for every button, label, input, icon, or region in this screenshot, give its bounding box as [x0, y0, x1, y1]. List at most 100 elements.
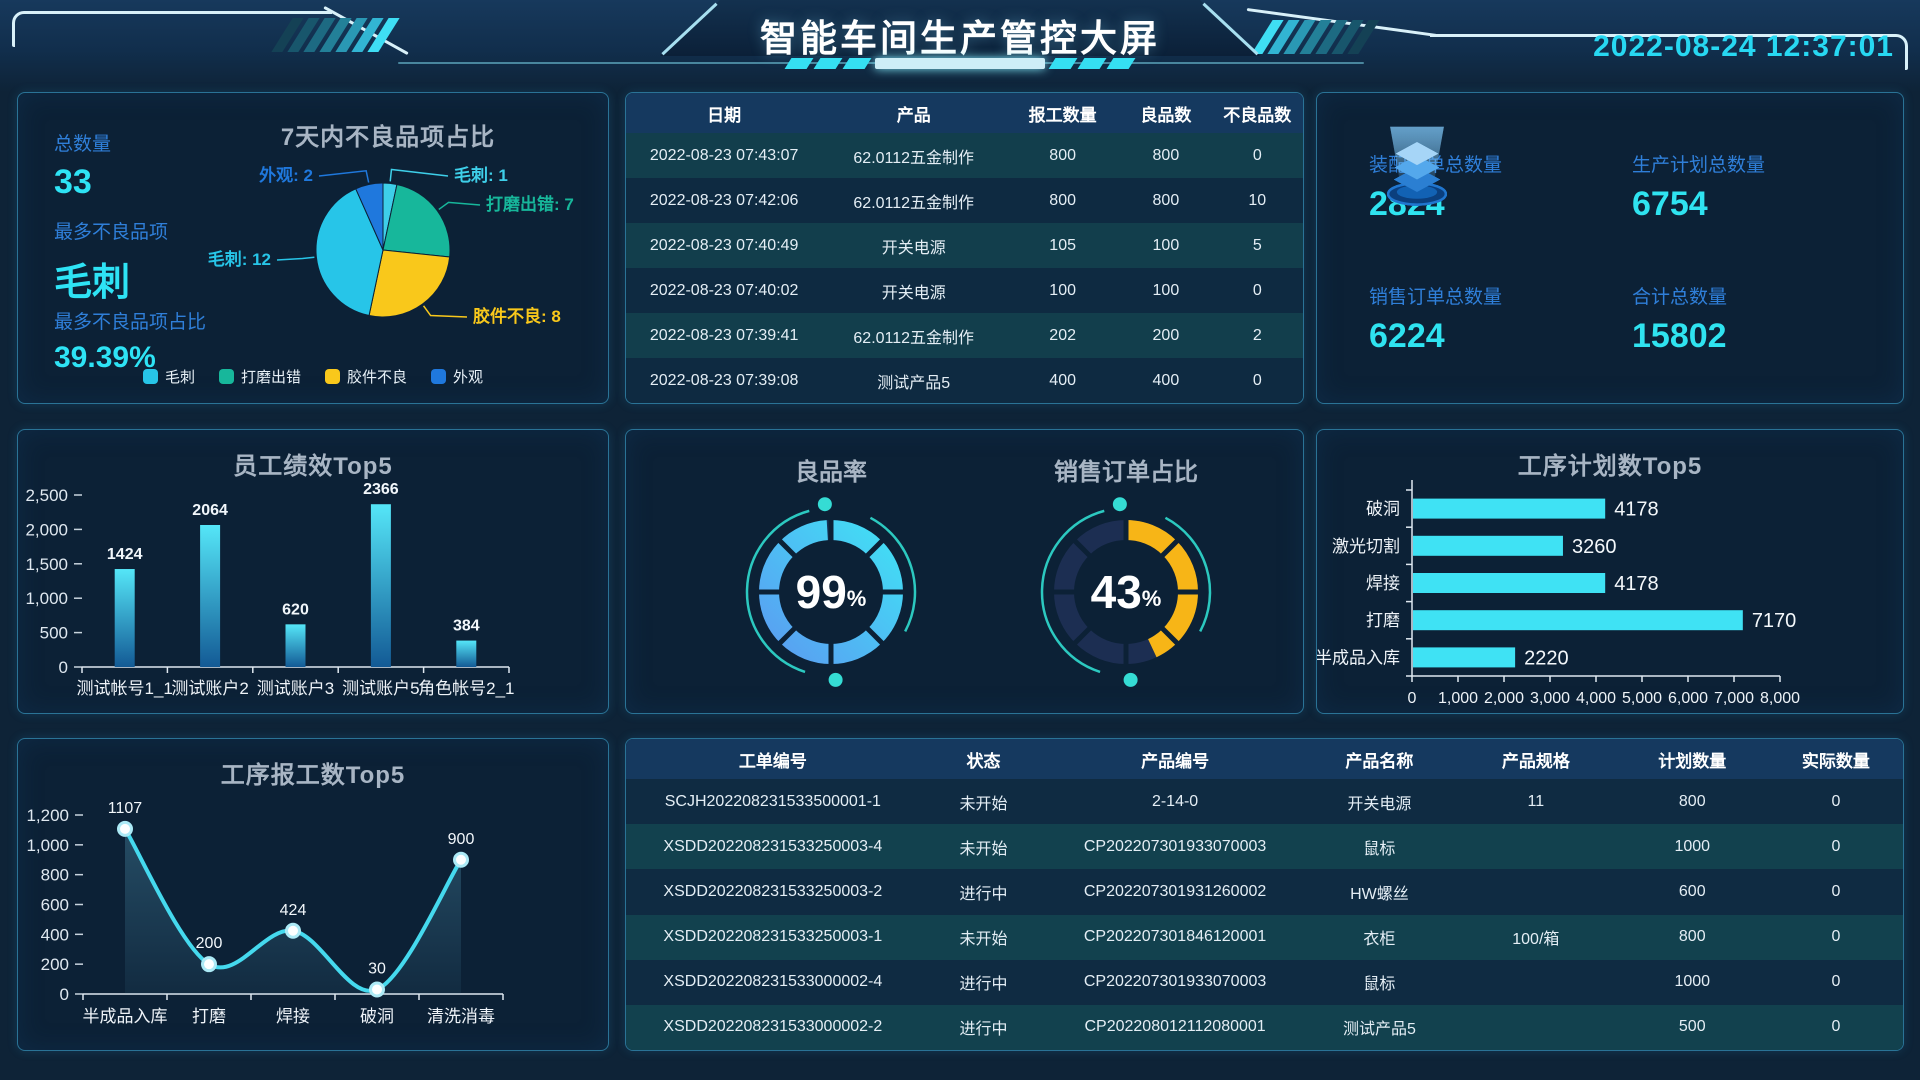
cell: 62.0112五金制作 [853, 329, 975, 347]
cell: 鼠标 [1363, 840, 1396, 858]
panel-work-orders: 工单编号 状态 产品编号 产品名称 产品规格 计划数量 实际数量 SCJH2022082315… [625, 738, 1904, 1051]
svg-text:384: 384 [453, 618, 480, 635]
svg-text:424: 424 [280, 902, 307, 919]
cell: 测试产品5 [877, 374, 951, 392]
svg-text:2064: 2064 [192, 502, 228, 519]
svg-text:1,000: 1,000 [25, 589, 68, 608]
legend-swatch-icon [431, 369, 447, 384]
cell: 100 [1152, 281, 1180, 299]
cell: 2022-08-23 07:43:07 [649, 146, 799, 164]
svg-text:4178: 4178 [1614, 573, 1659, 595]
report-table: 日期 产品 报工数量 良品数 不良品数 2022-08-23 07:43:07 62.011… [626, 93, 1303, 403]
cell: 62.0112五金制作 [853, 149, 975, 167]
cell: 10 [1248, 191, 1267, 209]
legend-item: 外观 [431, 366, 483, 387]
panel-title: 员工绩效Top5 [233, 453, 393, 480]
cell: CP202207301931260002 [1083, 882, 1267, 900]
header-title-plate [660, 0, 1260, 56]
svg-text:2220: 2220 [1524, 647, 1569, 669]
panel-title: 工序报工数Top5 [220, 762, 406, 789]
stat-label: 销售订单总数量 [1369, 287, 1503, 308]
table-row: SCJH202208231533500001-1 未开始 2-14-0 开关电源 11 8… [626, 779, 1903, 825]
cell: 开关电源 [881, 284, 946, 302]
stat-label: 合计总数量 [1632, 287, 1728, 308]
svg-text:5,000: 5,000 [1622, 690, 1662, 707]
svg-text:1,000: 1,000 [26, 836, 69, 855]
panel-title: 工序计划数Top5 [1517, 453, 1703, 480]
gauge-title: 销售订单占比 [1054, 459, 1198, 486]
table-row: XSDD202208231533250003-4 未开始 CP20220730193… [626, 824, 1903, 870]
cell: 0 [1831, 1018, 1841, 1036]
cell: CP202207301933070003 [1083, 973, 1267, 991]
cell: 100/箱 [1512, 931, 1560, 949]
svg-text:800: 800 [41, 866, 69, 885]
cell: 衣柜 [1363, 931, 1396, 949]
process-report-line-chart: 0 200 400 600 800 1,000 1,200 1107 半成品入库 200 打磨 424… [26, 800, 504, 1026]
legend-item: 打磨出错 [218, 366, 301, 387]
cell: 100 [1152, 236, 1180, 254]
panel-report-table: 日期 产品 报工数量 良品数 不良品数 2022-08-23 07:43:07 62.011… [625, 92, 1304, 404]
header-frame-line [1430, 34, 1908, 70]
cell: 200 [1152, 326, 1180, 344]
stat-top-defect-ratio: 最多不良品项占比 39.39% [54, 307, 206, 375]
stat-value: 6224 [1369, 317, 1445, 355]
svg-text:测试帐号1_1: 测试帐号1_1 [77, 679, 173, 698]
stat-label: 最多不良品项占比 [54, 312, 207, 333]
svg-text:400: 400 [41, 925, 69, 944]
employee-bar-chart: 0 500 1,000 1,500 2,000 2,500 1424 测试帐号1_1 2064 测… [25, 481, 514, 698]
cell: 400 [1152, 371, 1180, 389]
cell: 800 [1152, 146, 1180, 164]
table-row: XSDD202208231533250003-1 未开始 CP20220730184… [626, 914, 1903, 960]
table-row: 2022-08-23 07:40:02 开关电源 100 100 0 [626, 268, 1303, 313]
stat-top-defect: 最多不良品项 毛刺 [54, 217, 168, 306]
cell: 2-14-0 [1151, 792, 1199, 810]
column-header: 状态 [966, 751, 1001, 771]
svg-text:7,000: 7,000 [1714, 690, 1754, 707]
cell: 800 [1678, 928, 1706, 946]
legend-label: 胶件不良 [347, 369, 408, 386]
column-header: 实际数量 [1801, 751, 1870, 771]
stat-value: 毛刺 [54, 262, 131, 304]
svg-text:2,000: 2,000 [25, 520, 68, 539]
cell: 800 [1678, 792, 1706, 810]
stat-value: 6754 [1632, 185, 1708, 223]
table-row: 2022-08-23 07:40:49 开关电源 105 100 5 [626, 223, 1303, 268]
column-header: 报工数量 [1028, 105, 1097, 125]
cell: 800 [1049, 146, 1076, 164]
column-header: 产品名称 [1345, 751, 1414, 771]
legend-label: 外观 [453, 369, 484, 386]
svg-text:胶件不良: 8: 胶件不良: 8 [473, 306, 561, 326]
svg-text:0: 0 [59, 658, 68, 677]
table-row: XSDD202208231533000002-4 进行中 CP20220730193… [626, 959, 1903, 1005]
cell: XSDD202208231533000002-4 [663, 973, 883, 991]
cell: 0 [1252, 371, 1262, 389]
header-stripes-icon [271, 18, 400, 52]
stat-label: 最多不良品项 [54, 222, 169, 243]
cell: 202 [1049, 326, 1076, 344]
process-plan-bar-chart: 0 1,000 2,000 3,000 4,000 5,000 6,000 7,000 8,00… [1317, 480, 1800, 707]
cell: 0 [1252, 146, 1262, 164]
cell: 2022-08-23 07:42:06 [649, 191, 799, 209]
svg-text:1,000: 1,000 [1438, 690, 1478, 707]
cell: 5 [1252, 236, 1262, 254]
svg-text:3260: 3260 [1572, 536, 1617, 558]
cell: 2022-08-23 07:39:41 [649, 326, 799, 344]
cell: SCJH202208231533500001-1 [664, 792, 881, 810]
header: 智能车间生产管控大屏 2022-08-24 12:37:01 [0, 0, 1920, 92]
svg-text:99%: 99% [796, 566, 867, 618]
svg-text:4,000: 4,000 [1576, 690, 1616, 707]
svg-text:200: 200 [196, 935, 223, 952]
cell: 0 [1831, 882, 1841, 900]
column-header: 产品 [896, 105, 931, 125]
svg-text:620: 620 [282, 601, 309, 618]
svg-text:打磨: 打磨 [1366, 611, 1400, 630]
column-header: 不良品数 [1223, 105, 1292, 125]
cell: 105 [1049, 236, 1076, 254]
stats-grid: 装配工单总数量2824生产计划总数量6754销售订单总数量6224合计总数量15… [1369, 121, 1895, 385]
svg-text:焊接: 焊接 [276, 1007, 310, 1026]
cell: 测试产品5 [1342, 1021, 1416, 1039]
svg-text:激光切割: 激光切割 [1332, 537, 1400, 556]
stat-card: 合计总数量 15802 [1387, 126, 1895, 385]
work-order-table: 工单编号 状态 产品编号 产品名称 产品规格 计划数量 实际数量 SCJH2022082315… [626, 739, 1903, 1050]
